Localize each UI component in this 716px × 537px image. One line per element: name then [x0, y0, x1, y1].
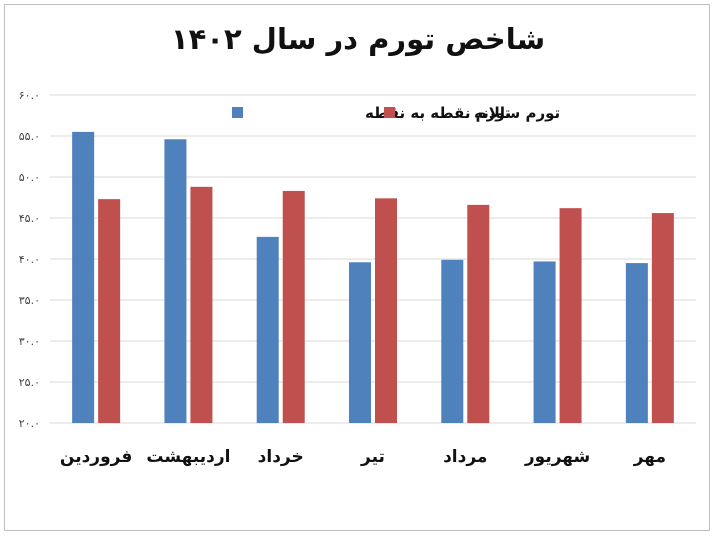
bar-annual — [190, 186, 213, 423]
bar-point-to-point — [625, 263, 648, 423]
x-category-label: خرداد — [258, 447, 304, 467]
y-tick-label: ۴۰.۰ — [19, 253, 40, 266]
x-category-label: مرداد — [443, 447, 487, 467]
bar-point-to-point — [533, 261, 556, 423]
x-category-label: تیر — [360, 447, 385, 467]
legend: تورم نقطه به نقطه تورم سالانه — [232, 104, 560, 122]
x-axis-categories: فروردین اردیبهشت خرداد تیر مرداد شهریور مهر — [60, 447, 666, 467]
bar-annual — [282, 190, 305, 423]
bar-point-to-point — [349, 262, 371, 423]
bar-annual — [375, 198, 397, 423]
bar-point-to-point — [441, 259, 464, 423]
y-axis-ticks: ۲۰.۰ ۲۵.۰ ۳۰.۰ ۳۵.۰ ۴۰.۰ ۴۵.۰ ۵۰.۰ ۵۵.۰ ۶۰.۰ — [19, 89, 40, 430]
y-tick-label: ۲۰.۰ — [19, 417, 40, 430]
y-tick-label: ۵۵.۰ — [19, 130, 40, 143]
x-category-label: اردیبهشت — [146, 447, 230, 467]
bar-point-to-point — [164, 139, 187, 423]
bar-annual — [559, 208, 582, 423]
x-category-label: شهریور — [524, 447, 590, 467]
bar-point-to-point — [72, 131, 95, 423]
chart-title: شاخص تورم در سال ۱۴۰۲ — [170, 22, 546, 56]
legend-swatch-point-to-point — [232, 107, 243, 118]
bar-annual — [651, 213, 674, 423]
y-tick-label: ۶۰.۰ — [19, 89, 40, 102]
y-tick-label: ۲۵.۰ — [19, 376, 40, 389]
x-category-label: مهر — [633, 447, 666, 467]
x-category-label: فروردین — [60, 447, 132, 467]
legend-swatch-annual — [384, 107, 395, 118]
legend-label-annual: تورم سالانه — [474, 104, 560, 122]
bars — [72, 131, 674, 423]
bar-annual — [98, 199, 121, 423]
legend-label-point-to-point: تورم نقطه به نقطه — [365, 104, 510, 122]
gridlines — [50, 94, 696, 424]
y-tick-label: ۴۵.۰ — [19, 212, 40, 225]
y-tick-label: ۵۰.۰ — [19, 171, 40, 184]
bar-annual — [467, 204, 490, 423]
bar-point-to-point — [256, 236, 279, 423]
y-tick-label: ۳۰.۰ — [19, 335, 40, 348]
y-tick-label: ۳۵.۰ — [19, 294, 40, 307]
